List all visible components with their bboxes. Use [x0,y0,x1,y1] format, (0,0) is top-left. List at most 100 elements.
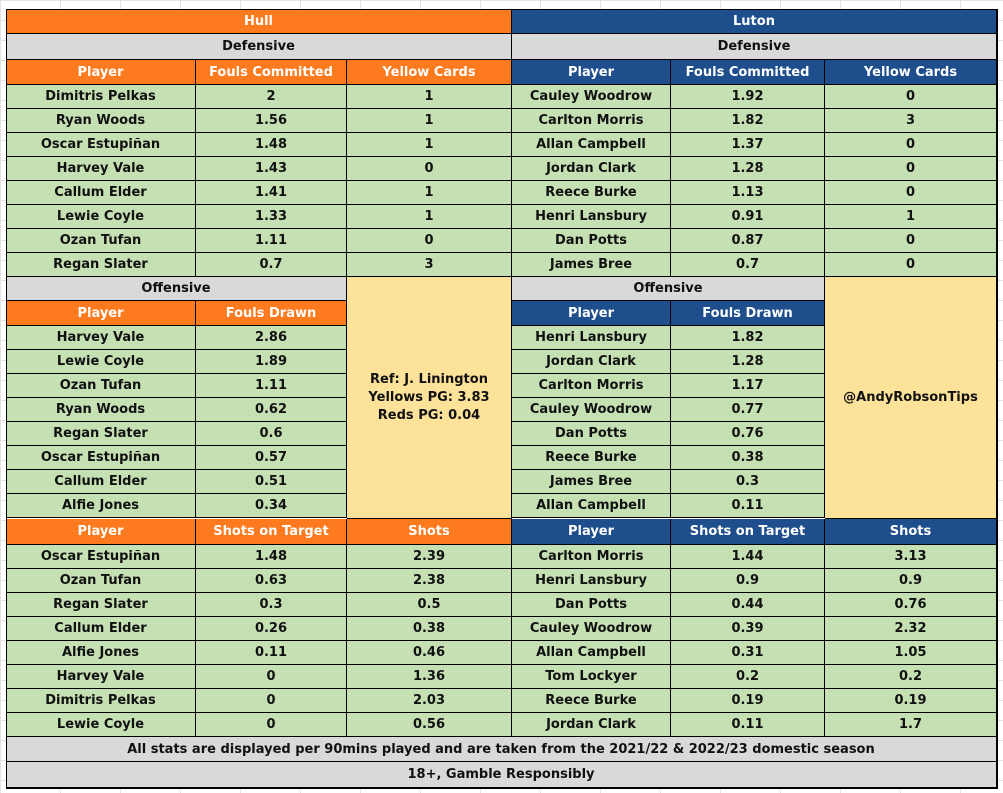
luton-offensive-cell: Reece Burke [512,446,671,470]
hull-offensive-title: Offensive [6,277,347,301]
luton-shots-header-2: Shots [825,519,997,545]
luton-shots-cell: 0.2 [671,665,825,689]
luton-defensive-cell: 1.13 [671,181,825,205]
hull-offensive-cell: Ryan Woods [6,398,196,422]
hull-defensive-cell: 0 [347,229,512,253]
luton-shots-cell: 0.9 [825,569,997,593]
luton-defensive-cell: Carlton Morris [512,109,671,133]
luton-shots-cell: 2.32 [825,617,997,641]
luton-offensive-cell: 1.28 [671,350,825,374]
hull-defensive-cell: 1.41 [196,181,347,205]
hull-shots-cell: 0.46 [347,641,512,665]
luton-defensive-cell: 1 [825,205,997,229]
luton-shots-cell: 0.9 [671,569,825,593]
hull-shots-cell: 0 [196,665,347,689]
luton-defensive-title: Defensive [512,34,997,60]
hull-shots-cell: 0.38 [347,617,512,641]
hull-offensive-cell: 0.57 [196,446,347,470]
luton-defensive-cell: Henri Lansbury [512,205,671,229]
luton-shots-cell: 0.31 [671,641,825,665]
luton-defensive-cell: Allan Campbell [512,133,671,157]
luton-defensive-cell: 0.87 [671,229,825,253]
luton-defensive-cell: 0 [825,229,997,253]
luton-defensive-cell: 3 [825,109,997,133]
luton-defensive-cell: 1.82 [671,109,825,133]
hull-shots-cell: 0.11 [196,641,347,665]
hull-offensive-cell: 0.62 [196,398,347,422]
hull-defensive-cell: 1.56 [196,109,347,133]
hull-defensive-cell: 1 [347,181,512,205]
hull-shots-cell: 0.5 [347,593,512,617]
hull-offensive-cell: 0.34 [196,494,347,518]
luton-shots-cell: Reece Burke [512,689,671,713]
referee-info-line: Reds PG: 0.04 [377,407,481,423]
luton-defensive-cell: Reece Burke [512,181,671,205]
luton-defensive-cell: 0 [825,157,997,181]
luton-shots-header-1: Shots on Target [671,519,825,545]
luton-offensive-cell: Jordan Clark [512,350,671,374]
luton-shots-cell: 1.7 [825,713,997,737]
hull-offensive-cell: Harvey Vale [6,326,196,350]
luton-shots-cell: 0.44 [671,593,825,617]
luton-defensive-header-2: Yellow Cards [825,60,997,85]
hull-shots-cell: Harvey Vale [6,665,196,689]
luton-shots-cell: 0.2 [825,665,997,689]
hull-defensive-header-0: Player [6,60,196,85]
luton-team-title: Luton [512,9,997,34]
luton-defensive-cell: 0 [825,253,997,277]
luton-offensive-cell: 1.82 [671,326,825,350]
hull-team-title: Hull [6,9,512,34]
luton-defensive-header-0: Player [512,60,671,85]
hull-defensive-cell: Oscar Estupiñan [6,133,196,157]
hull-defensive-cell: Ozan Tufan [6,229,196,253]
luton-shots-cell: 0.76 [825,593,997,617]
hull-defensive-cell: 1.43 [196,157,347,181]
hull-defensive-header-2: Yellow Cards [347,60,512,85]
hull-shots-cell: 1.36 [347,665,512,689]
luton-shots-cell: Allan Campbell [512,641,671,665]
hull-shots-cell: 2.39 [347,545,512,569]
hull-shots-cell: 2.38 [347,569,512,593]
hull-offensive-cell: Oscar Estupiñan [6,446,196,470]
hull-defensive-cell: 3 [347,253,512,277]
hull-shots-cell: Dimitris Pelkas [6,689,196,713]
luton-defensive-cell: 0.91 [671,205,825,229]
luton-defensive-cell: 0.7 [671,253,825,277]
hull-defensive-cell: 2 [196,85,347,109]
luton-shots-cell: Jordan Clark [512,713,671,737]
luton-shots-cell: Cauley Woodrow [512,617,671,641]
luton-defensive-cell: 0 [825,85,997,109]
luton-offensive-cell: 0.77 [671,398,825,422]
hull-defensive-cell: 1.48 [196,133,347,157]
luton-shots-cell: 3.13 [825,545,997,569]
luton-offensive-cell: 0.38 [671,446,825,470]
hull-defensive-cell: Callum Elder [6,181,196,205]
luton-offensive-cell: 1.17 [671,374,825,398]
hull-shots-cell: Regan Slater [6,593,196,617]
luton-offensive-title: Offensive [512,277,825,301]
hull-shots-cell: Ozan Tufan [6,569,196,593]
luton-offensive-cell: James Bree [512,470,671,494]
luton-shots-cell: 1.44 [671,545,825,569]
hull-offensive-cell: 1.89 [196,350,347,374]
luton-offensive-cell: Henri Lansbury [512,326,671,350]
footer-disclaimer: 18+, Gamble Responsibly [6,762,997,788]
hull-defensive-cell: 0 [347,157,512,181]
hull-shots-cell: 0.3 [196,593,347,617]
hull-shots-cell: Oscar Estupiñan [6,545,196,569]
hull-offensive-cell: 1.11 [196,374,347,398]
luton-offensive-cell: 0.11 [671,494,825,518]
luton-offensive-header-1: Fouls Drawn [671,301,825,326]
hull-shots-cell: Callum Elder [6,617,196,641]
hull-shots-header-0: Player [6,519,196,545]
hull-offensive-cell: Regan Slater [6,422,196,446]
luton-offensive-cell: Cauley Woodrow [512,398,671,422]
luton-shots-cell: Henri Lansbury [512,569,671,593]
hull-shots-cell: 0 [196,713,347,737]
luton-shots-cell: 0.19 [825,689,997,713]
hull-offensive-cell: Callum Elder [6,470,196,494]
luton-offensive-cell: 0.3 [671,470,825,494]
luton-defensive-cell: Jordan Clark [512,157,671,181]
hull-shots-cell: 0.26 [196,617,347,641]
hull-defensive-cell: Regan Slater [6,253,196,277]
